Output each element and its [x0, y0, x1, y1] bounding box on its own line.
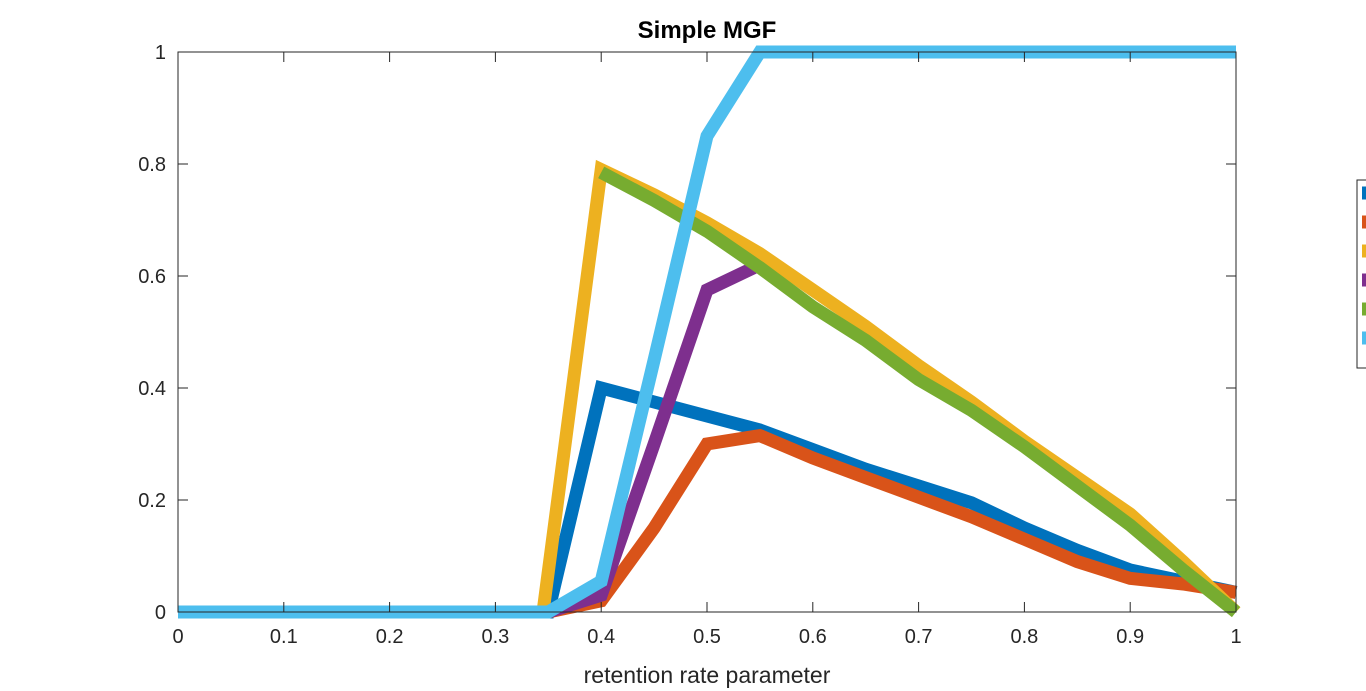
x-tick-label: 0.4: [587, 626, 615, 648]
y-tick-label: 0: [155, 602, 166, 624]
series-line-5: [598, 166, 1241, 618]
legend-box: [1356, 179, 1366, 369]
y-tick-label: 0.4: [138, 378, 166, 400]
x-tick-label: 0.2: [376, 626, 404, 648]
y-tick-label: 0.2: [138, 490, 166, 512]
series-line-1: [178, 380, 1238, 619]
x-tick-label: 0.6: [799, 626, 827, 648]
x-tick-label: 0.7: [905, 626, 933, 648]
x-axis-title: retention rate parameter: [584, 662, 831, 688]
x-tick-label: 1: [1230, 626, 1241, 648]
y-tick-label: 0.6: [138, 266, 166, 288]
y-tick-label: 1: [155, 42, 166, 64]
tick-layer: 0 0.1 0.2 0.3 0.4 0.5 0.6 0.7 0.8 0.9 1 0 0.2 0.4 0.6 0…: [138, 42, 1241, 648]
chart-title: Simple MGF: [638, 17, 777, 44]
x-tick-label: 0: [172, 626, 183, 648]
legend: [1356, 179, 1366, 369]
x-tick-label: 0.1: [270, 626, 298, 648]
y-tick-label: 0.8: [138, 154, 166, 176]
x-tick-label: 0.9: [1116, 626, 1144, 648]
x-tick-label: 0.5: [693, 626, 721, 648]
x-tick-label: 0.8: [1010, 626, 1038, 648]
x-tick-label: 0.3: [481, 626, 509, 648]
series-line-2: [178, 428, 1238, 619]
